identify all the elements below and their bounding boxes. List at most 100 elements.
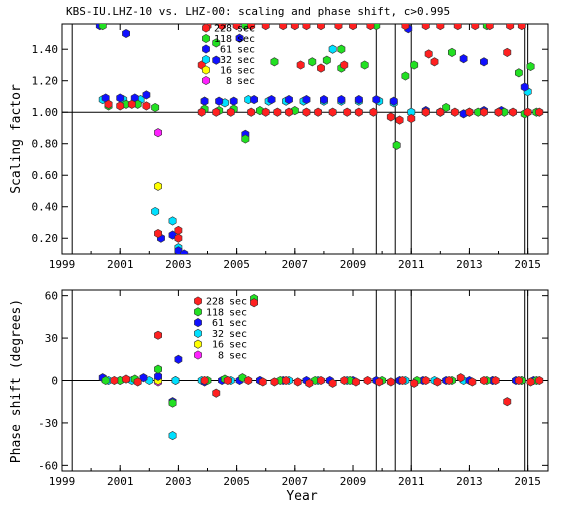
x-tick-label: 2007: [282, 475, 309, 488]
data-point-228-sec: [494, 107, 503, 117]
data-point-61-sec: [250, 95, 259, 105]
data-point-228-sec: [293, 377, 302, 387]
phase-shift-panel: 1999 2001 2003 2005 2007 2009 2011 2013 2015 -60 -…: [9, 289, 549, 488]
data-point-228-sec: [386, 112, 395, 122]
x-tick-label: 2009: [340, 258, 367, 271]
data-point-61-sec: [215, 96, 224, 106]
data-point-32-sec: [171, 375, 180, 386]
y-tick-label: 0: [51, 375, 58, 388]
data-point-61-sec: [319, 95, 328, 105]
data-point-228-sec: [285, 107, 293, 117]
legend-label: 16: [212, 340, 224, 351]
data-point-61-sec: [229, 96, 238, 106]
x-tick-label: 2009: [340, 475, 367, 488]
data-point-61-sec: [520, 82, 529, 92]
data-point-228-sec: [398, 375, 407, 386]
data-point-228-sec: [354, 107, 363, 117]
data-point-228-sec: [247, 24, 256, 31]
legend-unit: sec: [229, 340, 247, 351]
legend-label: 8: [226, 76, 232, 87]
y-tick-label: 30: [45, 332, 58, 345]
legend-label: 118: [206, 307, 224, 318]
x-tick-label: 2015: [514, 258, 541, 271]
data-point-61-sec: [122, 28, 130, 39]
data-point-228-sec: [523, 107, 532, 117]
legend-label: 61: [220, 45, 232, 56]
data-point-61-sec: [459, 54, 468, 64]
data-point-61-sec: [200, 96, 209, 106]
data-point-118-sec: [101, 375, 110, 386]
data-point-228-sec: [258, 377, 267, 387]
data-point-228-sec: [450, 107, 459, 117]
data-point-228-sec: [468, 377, 477, 387]
data-point-228-sec: [223, 375, 232, 386]
data-point-118-sec: [241, 24, 250, 31]
y-tick-label: -60: [38, 459, 58, 472]
data-point-61-sec: [174, 354, 183, 364]
data-point-61-sec: [372, 95, 381, 105]
data-point-228-sec: [328, 378, 337, 388]
data-point-228-sec: [282, 375, 291, 386]
legend-marker: [194, 328, 202, 338]
y-tick-label: 0.20: [32, 232, 59, 245]
data-point-228-sec: [535, 375, 544, 386]
data-point-61-sec: [302, 95, 311, 105]
legend-label: 61: [212, 318, 224, 329]
legend-marker: [194, 339, 202, 349]
data-point-228-sec: [366, 24, 375, 31]
data-point-118-sec: [337, 44, 346, 54]
x-tick-label: 2001: [107, 258, 134, 271]
data-point-228-sec: [430, 57, 439, 67]
data-point-228-sec: [485, 24, 494, 31]
data-point-228-sec: [247, 107, 256, 117]
data-point-118-sec: [154, 364, 162, 374]
data-point-61-sec: [212, 55, 221, 65]
data-point-228-sec: [302, 107, 311, 117]
data-point-16-sec: [154, 181, 162, 191]
y-tick-label: 60: [45, 290, 58, 303]
x-axis-label: Year: [286, 489, 317, 504]
data-point-32-sec: [328, 44, 337, 54]
y-tick-label: 1.00: [32, 106, 59, 119]
data-point-228-sec: [279, 24, 288, 31]
plot-frame: [61, 23, 549, 255]
data-point-118-sec: [290, 106, 299, 116]
data-point-228-sec: [343, 107, 352, 117]
x-tick-label: 1999: [49, 258, 76, 271]
data-point-228-sec: [305, 378, 314, 388]
data-point-118-sec: [238, 373, 247, 383]
x-tick-label: 2001: [107, 475, 134, 488]
y-tick-label: 0.40: [32, 201, 59, 214]
legend-unit: sec: [237, 34, 255, 45]
legend-label: 16: [220, 66, 232, 77]
data-point-118-sec: [360, 60, 369, 70]
data-points: [95, 24, 544, 254]
data-point-8-sec: [154, 128, 162, 138]
y-axis-label: Phase shift (degrees): [9, 299, 24, 463]
data-point-228-sec: [218, 24, 226, 31]
legend-unit: sec: [237, 55, 255, 66]
data-point-118-sec: [241, 134, 250, 144]
data-point-228-sec: [273, 107, 282, 117]
data-point-118-sec: [447, 47, 456, 57]
data-point-61-sec: [142, 90, 151, 100]
legend-unit: sec: [237, 45, 255, 56]
legend-unit: sec: [237, 66, 255, 77]
data-point-228-sec: [407, 113, 416, 124]
data-point-61-sec: [180, 249, 189, 254]
data-point-228-sec: [154, 228, 162, 239]
data-point-228-sec: [421, 107, 430, 117]
data-point-118-sec: [401, 71, 410, 81]
data-point-228-sec: [506, 24, 515, 31]
data-point-228-sec: [296, 60, 305, 70]
legend-marker: [194, 318, 202, 328]
y-tick-label: 1.20: [32, 75, 59, 88]
data-point-228-sec: [386, 377, 395, 387]
data-point-118-sec: [168, 398, 177, 408]
data-point-228-sec: [200, 375, 209, 386]
x-tick-label: 1999: [49, 475, 76, 488]
x-tick-label: 2015: [514, 475, 541, 488]
data-point-228-sec: [270, 377, 279, 387]
data-point-228-sec: [226, 107, 235, 117]
data-point-228-sec: [421, 375, 430, 386]
